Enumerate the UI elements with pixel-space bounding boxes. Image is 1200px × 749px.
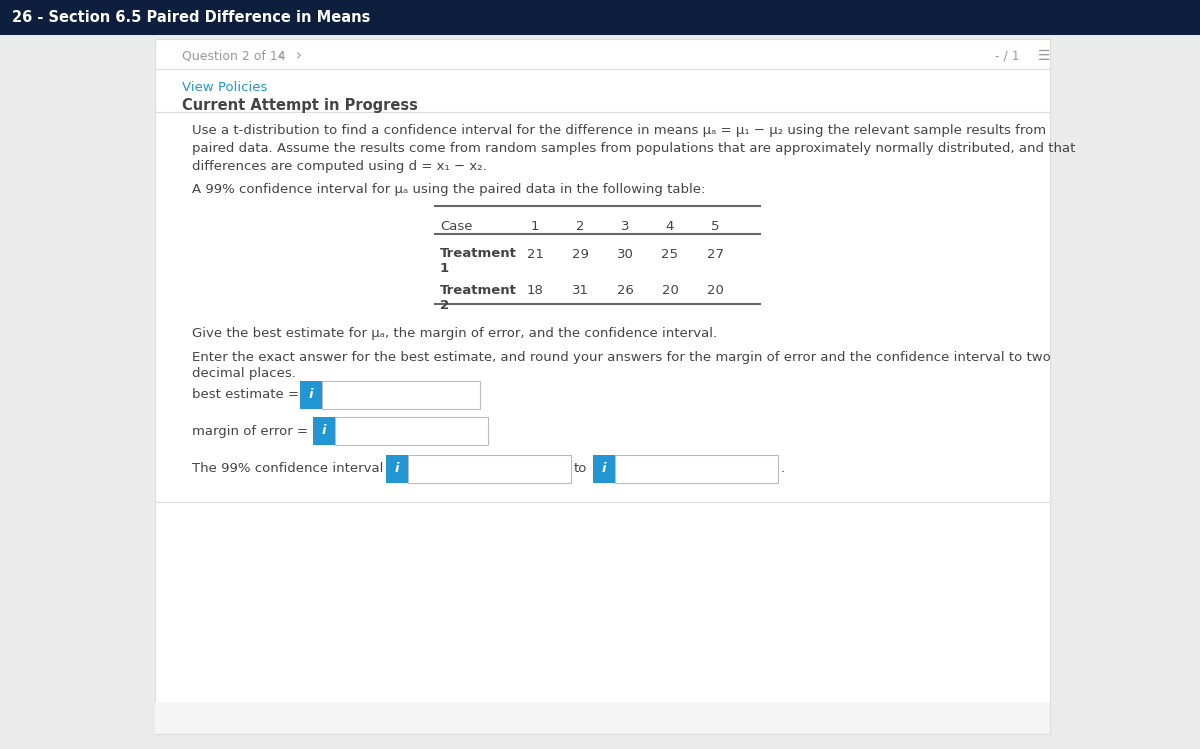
Text: View Policies: View Policies	[182, 81, 268, 94]
Text: 20: 20	[707, 285, 724, 297]
Text: margin of error =: margin of error =	[192, 425, 308, 437]
Text: 31: 31	[571, 285, 588, 297]
Text: paired data. Assume the results come from random samples from populations that a: paired data. Assume the results come fro…	[192, 142, 1075, 155]
Text: 1: 1	[530, 220, 539, 233]
Text: i: i	[308, 389, 313, 401]
Text: The 99% confidence interval is: The 99% confidence interval is	[192, 462, 398, 476]
FancyBboxPatch shape	[313, 417, 335, 445]
Text: 26 - Section 6.5 Paired Difference in Means: 26 - Section 6.5 Paired Difference in Me…	[12, 10, 371, 25]
Text: Treatment: Treatment	[440, 247, 517, 260]
Text: 18: 18	[527, 285, 544, 297]
Text: 25: 25	[661, 247, 678, 261]
Text: .: .	[781, 462, 785, 476]
Text: Enter the exact answer for the best estimate, and round your answers for the mar: Enter the exact answer for the best esti…	[192, 351, 1051, 364]
Text: - / 1: - / 1	[995, 49, 1020, 62]
Text: Question 2 of 14: Question 2 of 14	[182, 49, 286, 62]
FancyBboxPatch shape	[322, 381, 480, 409]
FancyBboxPatch shape	[386, 455, 408, 483]
FancyBboxPatch shape	[0, 0, 1200, 35]
FancyBboxPatch shape	[593, 455, 616, 483]
Text: 20: 20	[661, 285, 678, 297]
Text: to: to	[574, 462, 587, 476]
FancyBboxPatch shape	[300, 381, 322, 409]
Text: best estimate =: best estimate =	[192, 389, 299, 401]
Text: decimal places.: decimal places.	[192, 367, 296, 380]
Text: ›: ›	[296, 49, 302, 64]
Text: Current Attempt in Progress: Current Attempt in Progress	[182, 98, 418, 113]
Text: Give the best estimate for μₐ, the margin of error, and the confidence interval.: Give the best estimate for μₐ, the margi…	[192, 327, 718, 340]
Text: 27: 27	[707, 247, 724, 261]
Text: A 99% confidence interval for μₐ using the paired data in the following table:: A 99% confidence interval for μₐ using t…	[192, 183, 706, 196]
Text: i: i	[395, 462, 400, 476]
Text: differences are computed using d = x₁ − x₂.: differences are computed using d = x₁ − …	[192, 160, 487, 173]
Text: 4: 4	[666, 220, 674, 233]
Text: 2: 2	[440, 299, 449, 312]
FancyBboxPatch shape	[155, 702, 1050, 734]
Text: 3: 3	[620, 220, 629, 233]
Text: 2: 2	[576, 220, 584, 233]
Text: i: i	[601, 462, 606, 476]
Text: ☰: ☰	[1038, 49, 1050, 63]
Text: i: i	[322, 425, 326, 437]
Text: 30: 30	[617, 247, 634, 261]
Text: ‹: ‹	[278, 49, 284, 64]
FancyBboxPatch shape	[335, 417, 488, 445]
Text: 26: 26	[617, 285, 634, 297]
Text: Use a t-distribution to find a confidence interval for the difference in means μ: Use a t-distribution to find a confidenc…	[192, 124, 1046, 137]
Text: 29: 29	[571, 247, 588, 261]
Text: Treatment: Treatment	[440, 284, 517, 297]
Text: Case: Case	[440, 220, 473, 233]
Text: 5: 5	[710, 220, 719, 233]
Text: 21: 21	[527, 247, 544, 261]
Text: 1: 1	[440, 262, 449, 275]
FancyBboxPatch shape	[155, 39, 1050, 734]
FancyBboxPatch shape	[408, 455, 571, 483]
FancyBboxPatch shape	[616, 455, 778, 483]
